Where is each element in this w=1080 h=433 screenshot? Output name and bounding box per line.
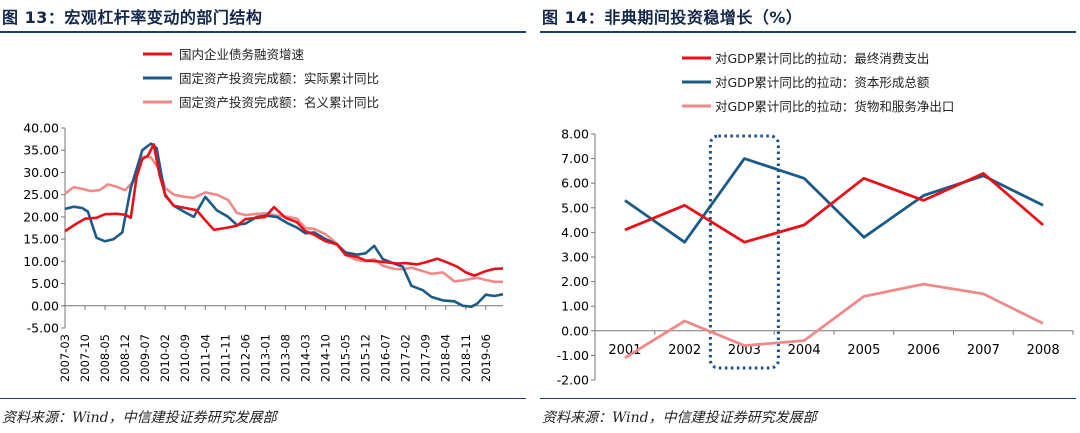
y-tick-label-8: 30.00 — [23, 165, 59, 180]
x-tick-label-8: 2008 — [1027, 343, 1060, 358]
x-tick-label-12: 2013-08 — [278, 334, 292, 382]
x-tick-label-22: 2019-06 — [479, 334, 493, 382]
x-tick-label-2: 2007-10 — [78, 334, 92, 382]
y-tick-label-6: 20.00 — [23, 209, 59, 224]
y-tick-label-3: 5.00 — [31, 276, 59, 291]
y-tick-label-2: -1.00 — [557, 348, 589, 363]
series-line-2 — [64, 142, 504, 309]
y-tick-label-6: 3.00 — [561, 250, 589, 265]
y-tick-label-4: 1.00 — [561, 299, 589, 314]
x-tick-label-4: 2004 — [788, 343, 821, 358]
y-tick-label-5: 15.00 — [23, 232, 59, 247]
right-line-chart: 对GDP累计同比的拉动：最终消费支出对GDP累计同比的拉动：资本形成总额对GDP… — [557, 51, 1074, 388]
y-tick-label-8: 5.00 — [561, 200, 589, 215]
y-tick-label-5: 2.00 — [561, 274, 589, 289]
legend-label-2: 固定资产投资完成额：实际累计同比 — [179, 71, 379, 86]
x-tick-label-3: 2003 — [728, 343, 761, 358]
x-tick-label-15: 2015-05 — [339, 334, 353, 382]
right-title-rule — [540, 31, 1076, 33]
y-tick-label-10: 7.00 — [561, 151, 589, 166]
x-tick-label-21: 2018-11 — [459, 334, 473, 382]
series-line-1 — [64, 143, 504, 277]
right-bottom-rule — [540, 398, 1076, 399]
left-source-note: 资料来源：Wind，中信建投证券研究发展部 — [2, 410, 277, 426]
x-tick-label-18: 2017-02 — [399, 334, 413, 382]
y-tick-label-7: 4.00 — [561, 225, 589, 240]
x-tick-label-3: 2008-05 — [98, 334, 112, 382]
y-tick-label-7: 25.00 — [23, 187, 59, 202]
y-tick-label-9: 35.00 — [23, 143, 59, 158]
x-tick-label-9: 2011-11 — [218, 334, 232, 382]
left-chart-panel: 图 13：宏观杠杆率变动的部门结构 国内企业债务融资增速固定资产投资完成额：实际… — [0, 0, 530, 433]
y-tick-label-4: 10.00 — [23, 254, 59, 269]
x-tick-label-19: 2017-09 — [419, 334, 433, 382]
highlight-box-2003 — [708, 134, 780, 370]
y-tick-label-3: 0.00 — [561, 323, 589, 338]
y-tick-label-11: 8.00 — [561, 127, 589, 142]
x-tick-label-10: 2012-06 — [238, 334, 252, 382]
legend-label-1: 对GDP累计同比的拉动：最终消费支出 — [715, 51, 929, 66]
series-line-3 — [64, 155, 503, 284]
y-tick-label-1: -5.00 — [27, 321, 59, 336]
right-source-note: 资料来源：Wind，中信建投证券研究发展部 — [542, 410, 817, 426]
y-tick-label-2: 0.00 — [31, 298, 59, 313]
series-line-3 — [624, 282, 1044, 360]
x-tick-label-1: 2007-03 — [58, 334, 72, 382]
x-tick-label-13: 2014-03 — [298, 334, 312, 382]
y-tick-label-9: 6.00 — [561, 176, 589, 191]
x-tick-label-5: 2009-07 — [138, 334, 152, 382]
legend-label-3: 对GDP累计同比的拉动：货物和服务净出口 — [715, 99, 954, 114]
left-title-rule — [0, 31, 526, 33]
y-tick-label-1: -2.00 — [557, 373, 589, 388]
x-tick-label-6: 2006 — [907, 343, 940, 358]
legend-label-1: 国内企业债务融资增速 — [179, 47, 305, 62]
left-chart-title: 图 13：宏观杠杆率变动的部门结构 — [2, 8, 263, 27]
x-tick-label-7: 2007 — [967, 343, 1000, 358]
x-tick-label-17: 2016-07 — [379, 334, 393, 382]
legend-label-2: 对GDP累计同比的拉动：资本形成总额 — [715, 75, 930, 90]
left-line-chart: 国内企业债务融资增速固定资产投资完成额：实际累计同比固定资产投资完成额：名义累计… — [23, 47, 504, 382]
x-tick-label-5: 2005 — [847, 343, 880, 358]
series-line-1 — [624, 171, 1045, 244]
x-tick-label-20: 2018-04 — [439, 334, 453, 382]
right-chart-panel: 图 14：非典期间投资稳增长（%） 对GDP累计同比的拉动：最终消费支出 对GDP… — [540, 0, 1080, 433]
x-tick-label-16: 2015-12 — [359, 334, 373, 382]
legend-label-3: 固定资产投资完成额：名义累计同比 — [179, 95, 379, 110]
x-tick-label-8: 2011-04 — [198, 334, 212, 382]
x-tick-label-7: 2010-09 — [178, 334, 192, 382]
x-tick-label-11: 2013-01 — [258, 334, 272, 382]
x-tick-label-14: 2014-10 — [319, 334, 333, 382]
x-tick-label-6: 2010-02 — [158, 334, 172, 382]
left-bottom-rule — [0, 398, 526, 399]
x-tick-label-2: 2002 — [668, 343, 701, 358]
right-chart-title: 图 14：非典期间投资稳增长（%） — [542, 8, 803, 27]
x-tick-label-4: 2008-12 — [118, 334, 132, 382]
y-tick-label-10: 40.00 — [23, 121, 59, 136]
